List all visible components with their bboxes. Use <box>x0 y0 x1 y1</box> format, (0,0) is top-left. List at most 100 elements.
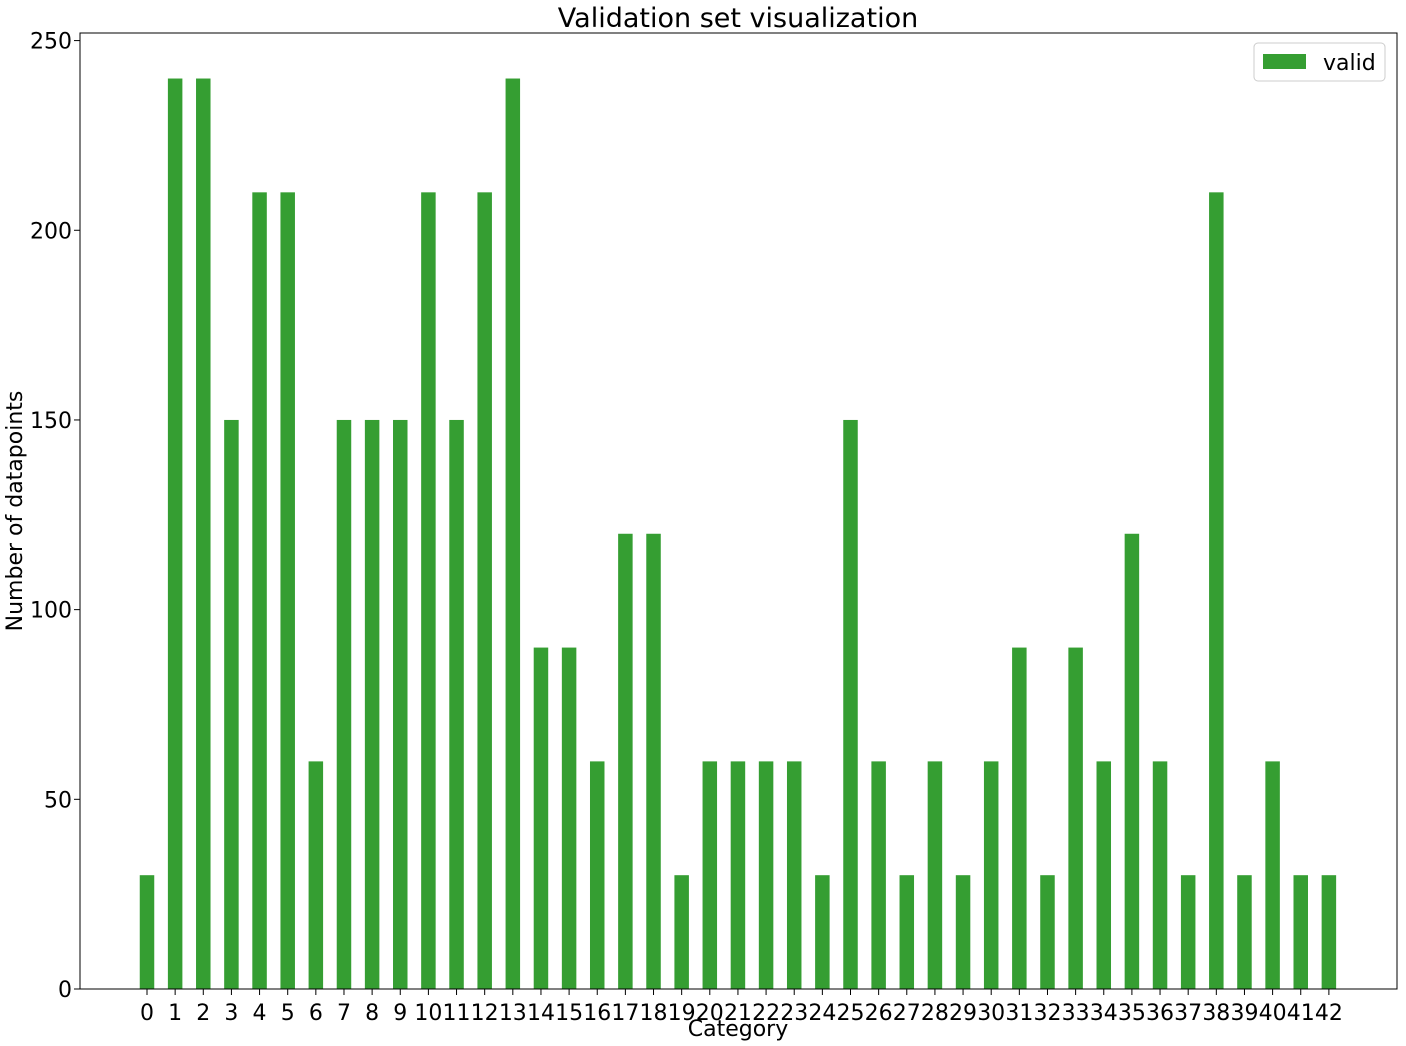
x-tick-label: 22 <box>752 1001 780 1026</box>
bar-category-21 <box>730 761 746 989</box>
bar-category-1 <box>167 78 183 990</box>
x-tick-label: 40 <box>1259 1001 1287 1026</box>
x-tick-label: 42 <box>1315 1001 1343 1026</box>
plot-frame <box>79 32 1398 990</box>
x-tick-label: 6 <box>309 1001 323 1026</box>
bar-category-39 <box>1237 875 1252 989</box>
y-tick-label: 250 <box>30 30 72 55</box>
bar-category-4 <box>252 192 267 990</box>
legend: valid <box>1253 42 1386 82</box>
x-tick-label: 0 <box>140 1001 154 1026</box>
y-tick-label: 100 <box>30 599 72 624</box>
x-tick-label: 12 <box>471 1001 499 1026</box>
bar-category-40 <box>1265 761 1280 989</box>
x-tick-label: 19 <box>668 1001 696 1026</box>
bar-category-17 <box>618 533 633 989</box>
bar-category-22 <box>758 761 774 989</box>
bar-category-7 <box>336 419 352 989</box>
bar-category-10 <box>421 192 436 990</box>
y-axis-label: Number of datapoints <box>3 391 28 632</box>
bar-category-28 <box>927 761 943 989</box>
x-tick-label: 38 <box>1202 1001 1230 1026</box>
x-tick-label: 41 <box>1287 1001 1315 1026</box>
x-tick-label: 14 <box>527 1001 555 1026</box>
x-tick-label: 16 <box>583 1001 611 1026</box>
x-tick-label: 17 <box>611 1001 639 1026</box>
x-tick-label: 27 <box>893 1001 921 1026</box>
x-tick-label: 29 <box>949 1001 977 1026</box>
x-tick-label: 25 <box>837 1001 865 1026</box>
bar-category-8 <box>364 419 380 989</box>
bar-category-6 <box>308 761 324 989</box>
bar-category-0 <box>139 875 155 989</box>
x-tick-label: 9 <box>393 1001 407 1026</box>
x-tick-label: 32 <box>1033 1001 1061 1026</box>
bar-category-34 <box>1096 761 1112 989</box>
x-tick-label: 20 <box>696 1001 724 1026</box>
x-tick-label: 24 <box>808 1001 836 1026</box>
bars-group <box>139 78 1337 990</box>
y-tick-label: 150 <box>30 409 72 434</box>
x-axis-label: Category <box>688 1017 789 1042</box>
bar-category-24 <box>815 875 830 989</box>
bar-category-2 <box>196 78 211 990</box>
bar-category-32 <box>1040 875 1055 989</box>
y-tick-label: 50 <box>44 788 72 813</box>
x-tick-label: 34 <box>1090 1001 1118 1026</box>
x-tick-label: 5 <box>281 1001 295 1026</box>
bar-category-37 <box>1180 875 1196 989</box>
bar-category-9 <box>393 419 408 989</box>
legend-label-valid: valid <box>1323 51 1376 76</box>
y-tick-label: 0 <box>58 978 72 1003</box>
x-tick-label: 35 <box>1118 1001 1146 1026</box>
x-tick-label: 2 <box>196 1001 210 1026</box>
x-tick-label: 39 <box>1230 1001 1258 1026</box>
x-tick-label: 7 <box>337 1001 351 1026</box>
x-tick-label: 11 <box>443 1001 471 1026</box>
bar-category-20 <box>702 761 718 989</box>
x-tick-label: 4 <box>253 1001 267 1026</box>
x-axis: 0 1 2 3 4 5 6 7 8 9 10 11 12 13 14 15 16 17 18 19 20 21 22 23 24… <box>140 989 1343 1026</box>
x-tick-label: 33 <box>1062 1001 1090 1026</box>
bar-category-25 <box>843 419 858 989</box>
bar-category-26 <box>871 761 886 989</box>
x-tick-label: 23 <box>780 1001 808 1026</box>
x-tick-label: 8 <box>365 1001 379 1026</box>
x-tick-label: 15 <box>555 1001 583 1026</box>
bar-category-15 <box>561 647 577 989</box>
bar-category-36 <box>1152 761 1168 989</box>
x-tick-label: 18 <box>640 1001 668 1026</box>
x-tick-label: 10 <box>414 1001 442 1026</box>
x-tick-label: 36 <box>1146 1001 1174 1026</box>
x-tick-label: 13 <box>499 1001 527 1026</box>
bar-category-42 <box>1321 875 1337 989</box>
bar-category-14 <box>533 647 549 989</box>
x-tick-label: 28 <box>921 1001 949 1026</box>
x-tick-label: 3 <box>224 1001 238 1026</box>
bar-category-5 <box>280 192 295 990</box>
bar-category-30 <box>983 761 999 989</box>
y-tick-label: 200 <box>30 219 72 244</box>
bar-category-11 <box>449 419 464 989</box>
x-tick-label: 31 <box>1005 1001 1033 1026</box>
bar-category-18 <box>646 533 661 989</box>
y-axis: 0 50 100 150 200 250 <box>30 30 80 1003</box>
x-tick-label: 30 <box>977 1001 1005 1026</box>
bar-category-13 <box>505 78 521 990</box>
bar-category-38 <box>1209 192 1224 990</box>
chart-title: Validation set visualization <box>558 3 918 34</box>
bar-category-12 <box>477 192 492 990</box>
bar-category-33 <box>1068 647 1083 989</box>
bar-category-27 <box>899 875 915 989</box>
bar-category-3 <box>224 419 239 989</box>
bar-category-23 <box>786 761 802 989</box>
legend-swatch-valid <box>1263 54 1306 69</box>
x-tick-label: 21 <box>724 1001 752 1026</box>
legend-box <box>1253 42 1386 82</box>
bar-category-19 <box>674 875 689 989</box>
x-tick-label: 26 <box>865 1001 893 1026</box>
bar-category-16 <box>589 761 605 989</box>
bar-category-31 <box>1012 647 1027 989</box>
x-tick-label: 37 <box>1174 1001 1202 1026</box>
